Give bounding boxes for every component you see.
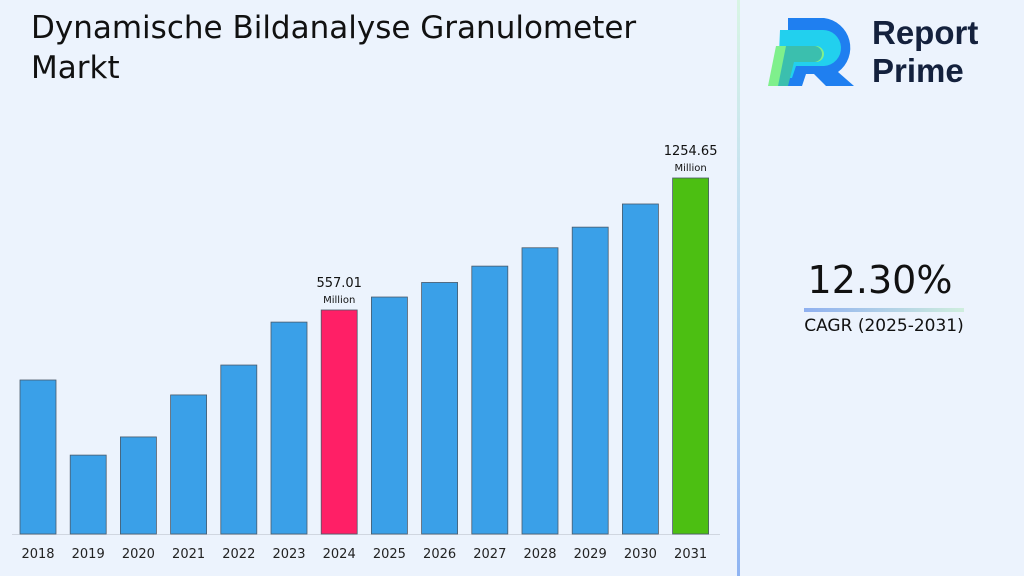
bar-2019: [69, 454, 107, 535]
x-tick-label: 2021: [172, 547, 205, 562]
bar-2021: [170, 394, 208, 535]
logo-text-prime: Prime: [872, 52, 964, 89]
logo-mark-icon: [768, 18, 854, 86]
bar-2031: [672, 177, 709, 535]
x-tick-label: 2023: [272, 547, 305, 562]
bar-2025: [370, 296, 408, 535]
bar-2023: [270, 321, 308, 535]
x-tick-label: 2020: [122, 547, 155, 562]
x-tick-label: 2018: [21, 547, 54, 562]
x-tick-label: 2029: [574, 547, 607, 562]
x-tick-label: 2019: [72, 547, 105, 562]
report-prime-logo: Report Prime: [766, 14, 1006, 90]
page-title: Dynamische Bildanalyse Granulometer Mark…: [31, 10, 637, 86]
bar-2029: [571, 226, 609, 535]
cagr-value: 12.30%: [807, 258, 953, 302]
x-tick-label: 2022: [222, 547, 255, 562]
x-tick-label: 2024: [323, 547, 356, 562]
cagr-underline: [804, 308, 964, 312]
x-tick-label: 2030: [624, 547, 657, 562]
data-label-unit: Million: [323, 295, 355, 306]
x-tick-label: 2025: [373, 547, 406, 562]
bar-2028: [521, 247, 559, 535]
bar-chart: 2018 2019 2020 2021 2022 2023 2024 557.01 Millio…: [12, 144, 720, 562]
bar-2030: [622, 203, 659, 535]
bar-2024: [320, 309, 358, 535]
data-label-value: 1254.65: [664, 144, 718, 159]
data-label-value: 557.01: [316, 276, 362, 291]
cagr-label: CAGR (2025-2031): [804, 316, 964, 336]
bar-2020: [120, 436, 157, 535]
x-tick-label: 2026: [423, 547, 456, 562]
data-label-unit: Million: [674, 163, 706, 174]
bar-2022: [220, 364, 258, 535]
bar-2018: [19, 379, 57, 535]
bar-2027: [471, 265, 509, 535]
logo-text-report: Report: [872, 14, 979, 51]
x-tick-label: 2031: [674, 547, 707, 562]
bar-2026: [421, 282, 459, 535]
x-tick-label: 2027: [473, 547, 506, 562]
x-tick-label: 2028: [523, 547, 556, 562]
divider: [737, 0, 740, 576]
